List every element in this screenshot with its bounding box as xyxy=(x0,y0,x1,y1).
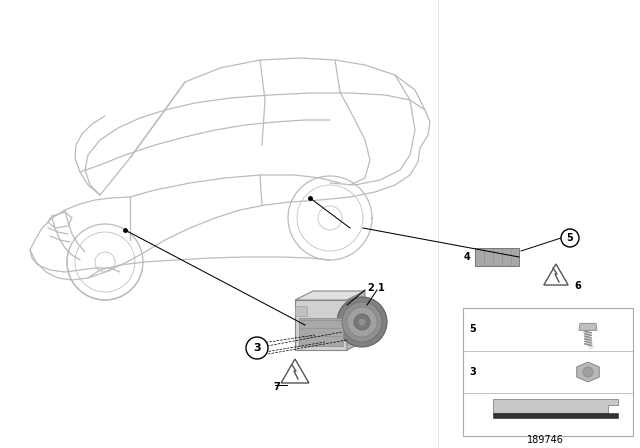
Polygon shape xyxy=(295,291,365,300)
Circle shape xyxy=(246,337,268,359)
Text: 3: 3 xyxy=(470,367,476,377)
Polygon shape xyxy=(493,399,618,414)
Circle shape xyxy=(337,297,387,347)
Polygon shape xyxy=(295,300,347,350)
Circle shape xyxy=(561,229,579,247)
Bar xyxy=(475,248,519,266)
Polygon shape xyxy=(347,291,365,350)
Text: 2: 2 xyxy=(367,283,374,293)
Text: 5: 5 xyxy=(566,233,573,243)
Polygon shape xyxy=(544,264,568,285)
Circle shape xyxy=(358,318,366,326)
Text: 4: 4 xyxy=(463,252,470,262)
Circle shape xyxy=(354,314,370,330)
Polygon shape xyxy=(299,318,343,346)
Text: 7: 7 xyxy=(273,382,280,392)
Bar xyxy=(493,414,618,418)
Polygon shape xyxy=(577,362,599,382)
Polygon shape xyxy=(579,323,597,330)
Bar xyxy=(463,308,633,436)
Text: 6: 6 xyxy=(574,281,580,291)
Text: 3: 3 xyxy=(253,343,261,353)
Text: 1: 1 xyxy=(378,283,385,293)
Polygon shape xyxy=(295,306,307,316)
Circle shape xyxy=(347,307,377,337)
Circle shape xyxy=(342,302,382,342)
Text: 5: 5 xyxy=(470,324,476,334)
Polygon shape xyxy=(281,359,309,383)
Text: 189746: 189746 xyxy=(527,435,563,445)
Circle shape xyxy=(583,367,593,377)
